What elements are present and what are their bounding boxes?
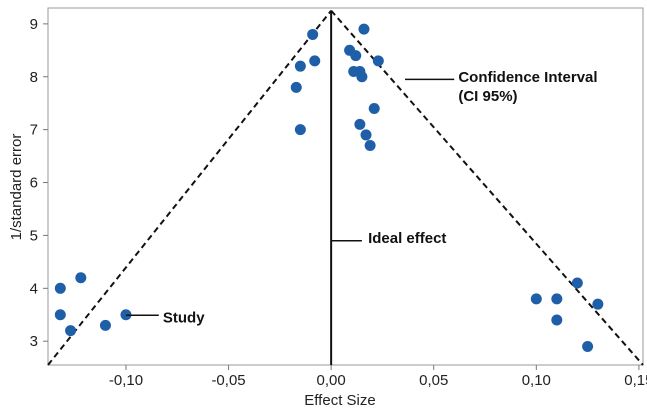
- x-tick-label: -0,05: [211, 372, 245, 389]
- data-point: [294, 124, 306, 136]
- data-point: [294, 60, 306, 72]
- confidence-interval-label: Confidence Interval: [458, 69, 597, 86]
- ideal-effect-label: Ideal effect: [368, 230, 446, 247]
- ci-left-dashed-line: [47, 10, 332, 366]
- study-label: Study: [163, 309, 205, 326]
- y-tick-label: 3: [30, 333, 38, 350]
- data-point: [571, 277, 583, 289]
- data-point: [54, 282, 66, 294]
- data-point: [372, 55, 384, 67]
- plot-frame: [47, 7, 644, 366]
- reference-lines: [47, 9, 644, 366]
- data-point: [354, 118, 366, 130]
- data-point: [350, 50, 362, 62]
- y-tick-label: 5: [30, 227, 38, 244]
- data-point: [307, 28, 319, 40]
- x-tick-label: 0,00: [317, 372, 346, 389]
- y-axis-title: 1/standard error: [8, 134, 25, 241]
- data-point: [368, 102, 380, 114]
- data-point: [551, 293, 563, 305]
- y-tick-label: 7: [30, 122, 38, 139]
- data-point: [290, 81, 302, 93]
- x-tick-label: -0,10: [109, 372, 143, 389]
- data-point: [360, 129, 372, 141]
- ci-right-dashed-line: [330, 9, 644, 366]
- data-point: [99, 319, 111, 331]
- data-point: [356, 71, 368, 83]
- x-tick-label: 0,10: [522, 372, 551, 389]
- data-point: [592, 298, 604, 310]
- data-point: [582, 340, 594, 352]
- data-point: [309, 55, 321, 67]
- y-tick-label: 4: [30, 280, 38, 297]
- data-point: [75, 272, 87, 284]
- x-tick-label: 0,05: [419, 372, 448, 389]
- data-point: [530, 293, 542, 305]
- data-points: [54, 23, 604, 352]
- data-point: [54, 309, 66, 321]
- axis-ticks: -0,10 -0,05 0,00 0,05 0,10 0,15 3 4 5 6 7 8 9: [30, 16, 647, 389]
- data-point: [551, 314, 563, 326]
- data-point: [364, 140, 376, 152]
- annotations: Confidence Interval (CI 95%) Ideal effect S…: [125, 69, 598, 326]
- data-point: [358, 23, 370, 35]
- y-tick-label: 6: [30, 175, 38, 192]
- y-tick-label: 9: [30, 16, 38, 33]
- x-axis-title: Effect Size: [304, 392, 375, 409]
- confidence-interval-label: (CI 95%): [458, 88, 517, 105]
- y-tick-label: 8: [30, 69, 38, 86]
- x-tick-label: 0,15: [624, 372, 647, 389]
- data-point: [65, 325, 77, 337]
